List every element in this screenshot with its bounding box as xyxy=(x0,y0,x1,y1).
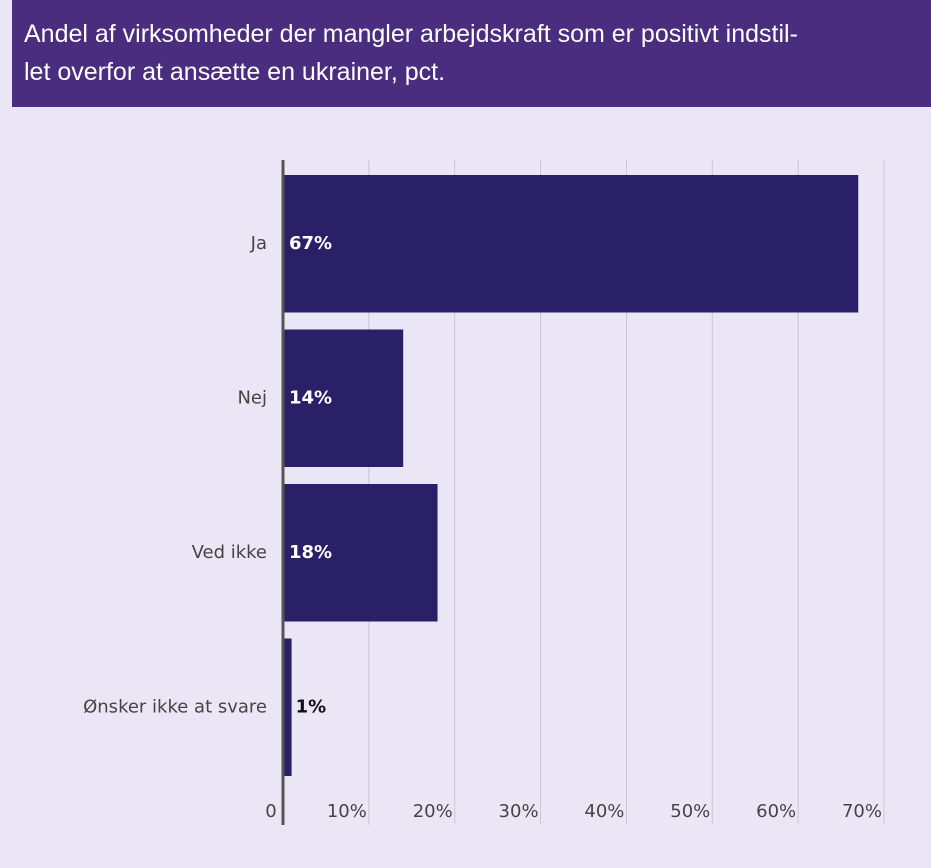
y-tick-label: Ved ikke xyxy=(192,542,267,563)
y-tick-label: Nej xyxy=(237,387,267,408)
x-tick-label: 20% xyxy=(413,801,453,822)
x-tick-label: 10% xyxy=(327,801,367,822)
value-label: 18% xyxy=(289,542,332,563)
x-tick-label: 30% xyxy=(499,801,539,822)
title-line: let overfor at ansætte en ukrainer, pct. xyxy=(24,58,446,86)
bar xyxy=(283,175,859,313)
value-label: 14% xyxy=(289,387,332,408)
value-label: 1% xyxy=(296,696,327,717)
bar xyxy=(283,638,292,776)
header: Andel af virksomheder der mangler arbejd… xyxy=(12,0,931,107)
bar xyxy=(283,484,438,622)
bar xyxy=(283,329,404,467)
x-tick-label: 50% xyxy=(670,801,710,822)
y-tick-label: Ønsker ikke at svare xyxy=(83,696,267,717)
y-tick-label: Ja xyxy=(250,233,267,254)
title-line: Andel af virksomheder der mangler arbejd… xyxy=(24,20,798,48)
x-tick-label: 70% xyxy=(842,801,882,822)
x-tick-label: 60% xyxy=(756,801,796,822)
x-tick-label: 40% xyxy=(584,801,624,822)
value-label: 67% xyxy=(289,233,332,254)
x-tick-label: 0 xyxy=(265,801,276,822)
